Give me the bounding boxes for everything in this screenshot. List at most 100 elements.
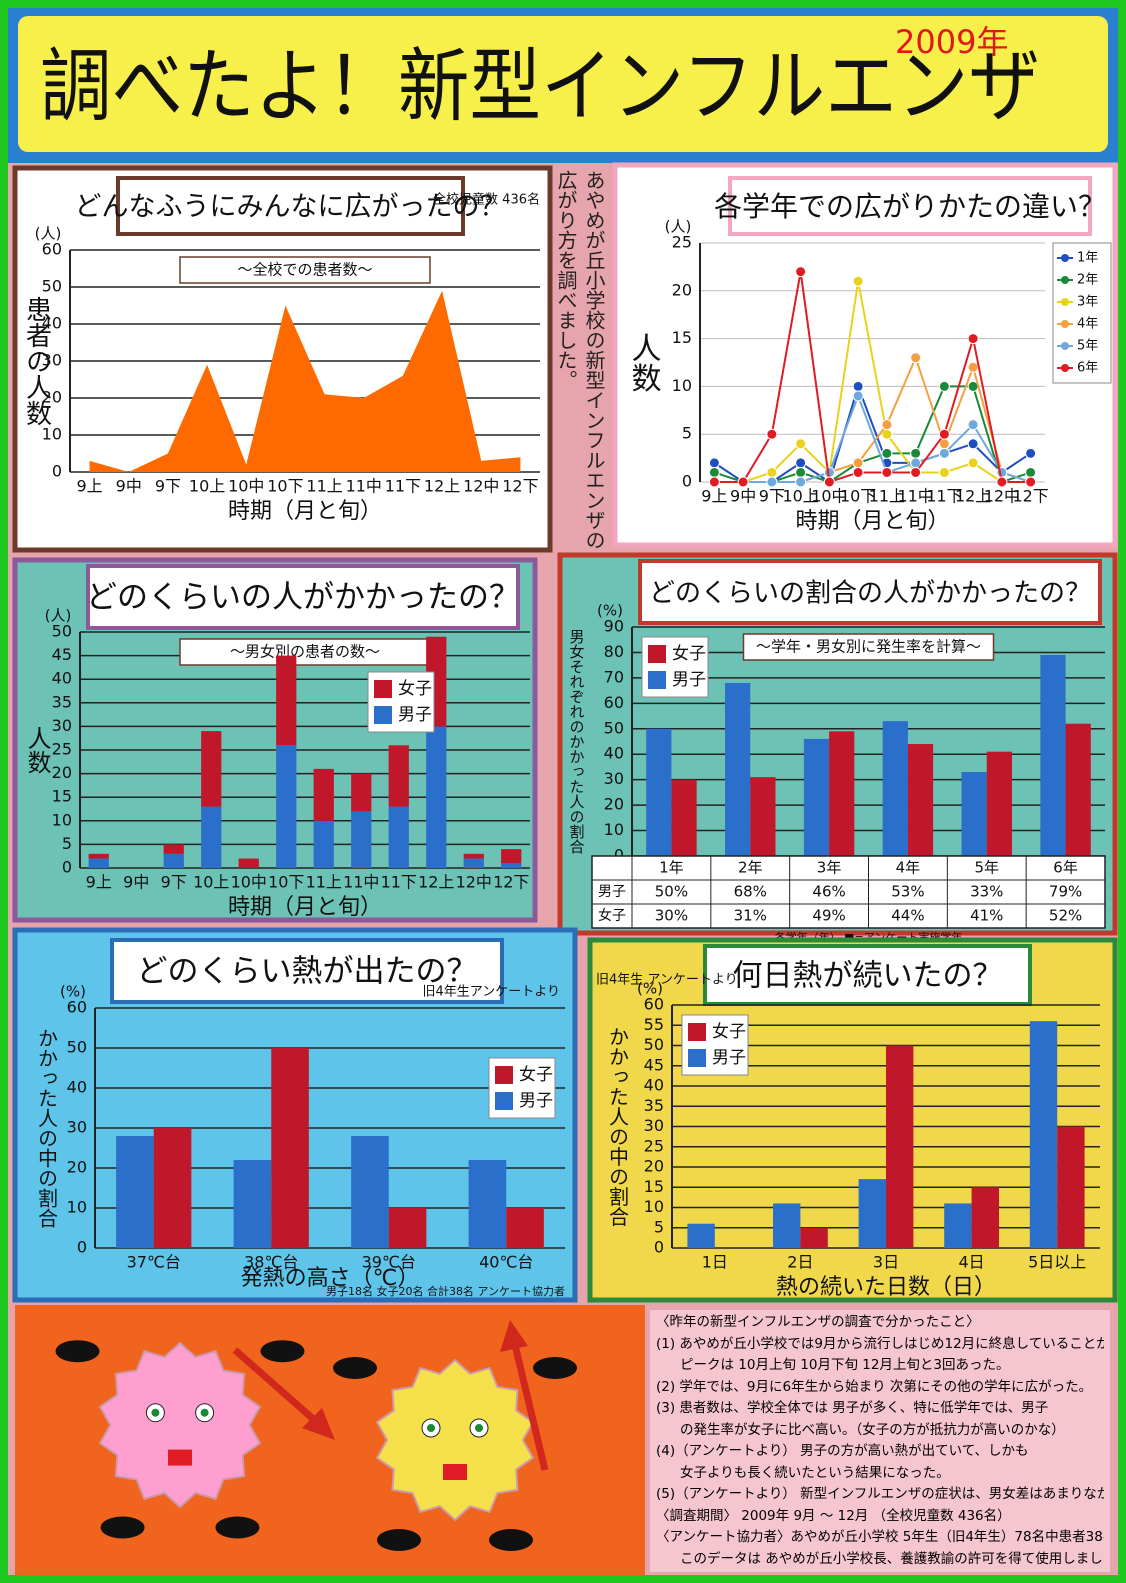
bar	[314, 769, 334, 821]
pupil	[475, 1424, 483, 1432]
finding-line: ピークは 10月上旬 10月下旬 12月上旬と3回あった。	[656, 1355, 1104, 1377]
y-tick-label: 20	[52, 763, 72, 782]
y-tick-label: 25	[644, 1136, 664, 1155]
legend-label: 女子	[712, 1022, 746, 1042]
x-tick-label: 10下	[268, 873, 304, 892]
chart-title: どのくらいの人がかかったの？	[86, 580, 520, 616]
y-tick-label: 5	[62, 834, 72, 853]
point	[853, 391, 863, 401]
y-tick-label: 15	[644, 1177, 664, 1196]
x-tick-label: 12上	[424, 477, 460, 496]
y-axis-label: かかった人の中の割合	[606, 1027, 630, 1227]
x-tick-label: 3年	[817, 859, 842, 877]
subtitle: 〜学年・男女別に発生率を計算〜	[756, 638, 981, 656]
point	[709, 467, 719, 477]
point	[911, 448, 921, 458]
point	[796, 458, 806, 468]
y-tick-label: 70	[604, 667, 624, 686]
y-axis-label: 男女それぞれのかかった人の割合	[568, 629, 586, 854]
x-tick-label: 11下	[381, 873, 417, 892]
y-tick-label: 50	[67, 1038, 87, 1057]
value-label: 46%	[812, 883, 845, 901]
point	[1026, 467, 1036, 477]
finding-line: (5)（アンケートより） 新型インフルエンザの症状は、男女差はあまりなかった。	[656, 1484, 1104, 1506]
point	[968, 334, 978, 344]
x-tick-label: 37℃台	[127, 1253, 181, 1272]
bar	[962, 772, 987, 856]
value-label: 49%	[812, 907, 845, 925]
limb	[261, 1340, 305, 1362]
mouth	[443, 1464, 467, 1480]
bar	[464, 854, 484, 859]
bar	[829, 731, 854, 856]
legend-swatch	[374, 706, 392, 724]
limb	[377, 1529, 421, 1551]
y-tick-label: 50	[644, 1035, 664, 1054]
point	[939, 429, 949, 439]
legend-label: 女子	[519, 1065, 553, 1085]
x-tick-label: 10上	[189, 477, 225, 496]
legend-label: 男子	[712, 1048, 746, 1068]
y-tick-label: 10	[644, 1197, 664, 1216]
bar	[1057, 1127, 1084, 1249]
bar	[725, 683, 750, 856]
bar	[1030, 1021, 1057, 1248]
subtitle: 〜全校での患者数〜	[237, 261, 372, 279]
bar	[351, 774, 371, 812]
finding-line: (2) 学年では、9月に6年生から始まり 次第にその他の学年に広がった。	[656, 1377, 1104, 1399]
y-tick-label: 50	[604, 718, 624, 737]
point	[767, 477, 777, 487]
finding-line: (4)（アンケートより） 男子の方が高い熱が出ていて、しかも	[656, 1441, 1104, 1463]
x-tick-label: 2年	[738, 859, 763, 877]
y-tick-label: 40	[52, 669, 72, 688]
bar	[89, 859, 109, 868]
x-tick-label: 2日	[787, 1253, 813, 1272]
point	[824, 477, 834, 487]
y-tick-label: 15	[52, 787, 72, 806]
bar	[389, 745, 409, 806]
legend-swatch	[374, 680, 392, 698]
x-tick-label: 11上	[306, 873, 342, 892]
point	[853, 276, 863, 286]
point	[853, 381, 863, 391]
legend-swatch	[688, 1049, 706, 1067]
legend-label: 4年	[1077, 317, 1098, 332]
pupil	[201, 1409, 209, 1417]
x-tick-label: 12中	[463, 477, 499, 496]
y-unit: (%)	[597, 602, 623, 620]
y-tick-label: 20	[644, 1157, 664, 1176]
bar	[276, 656, 296, 746]
y-tick-label: 0	[654, 1238, 664, 1257]
legend-swatch	[495, 1092, 513, 1110]
footnote: 男子18名 女子20名 合計38名 アンケート協力者	[326, 1284, 565, 1298]
legend-label: 3年	[1077, 295, 1098, 310]
x-tick-label: 5日以上	[1028, 1253, 1086, 1272]
side-note-line: あやめが丘小学校の新型インフルエンザの	[580, 170, 608, 550]
bar	[314, 821, 334, 868]
y-tick-label: 20	[672, 280, 692, 299]
y-tick-label: 20	[67, 1158, 87, 1177]
pupil	[427, 1424, 435, 1432]
y-tick-label: 50	[42, 277, 62, 296]
legend-label: 男子	[672, 670, 706, 690]
point	[911, 467, 921, 477]
x-axis-label: 時期（月と旬）	[228, 895, 382, 920]
y-unit: (人)	[665, 218, 692, 236]
point	[796, 439, 806, 449]
point	[939, 448, 949, 458]
point	[796, 467, 806, 477]
bar	[116, 1136, 154, 1248]
y-unit: (人)	[45, 607, 72, 625]
y-tick-label: 10	[672, 376, 692, 395]
bar	[687, 1224, 714, 1248]
chart-title: 各学年での広がりかたの違い？	[714, 190, 1106, 223]
finding-line: 〈昨年の新型インフルエンザの調査で分かったこと〉	[656, 1312, 1104, 1334]
y-tick-label: 20	[604, 795, 624, 814]
limb	[56, 1340, 100, 1362]
y-tick-label: 0	[77, 1238, 87, 1257]
bar	[276, 745, 296, 868]
x-tick-label: 12中	[456, 873, 492, 892]
bar	[773, 1203, 800, 1248]
value-label: 30%	[655, 907, 688, 925]
x-tick-label: 3日	[873, 1253, 899, 1272]
